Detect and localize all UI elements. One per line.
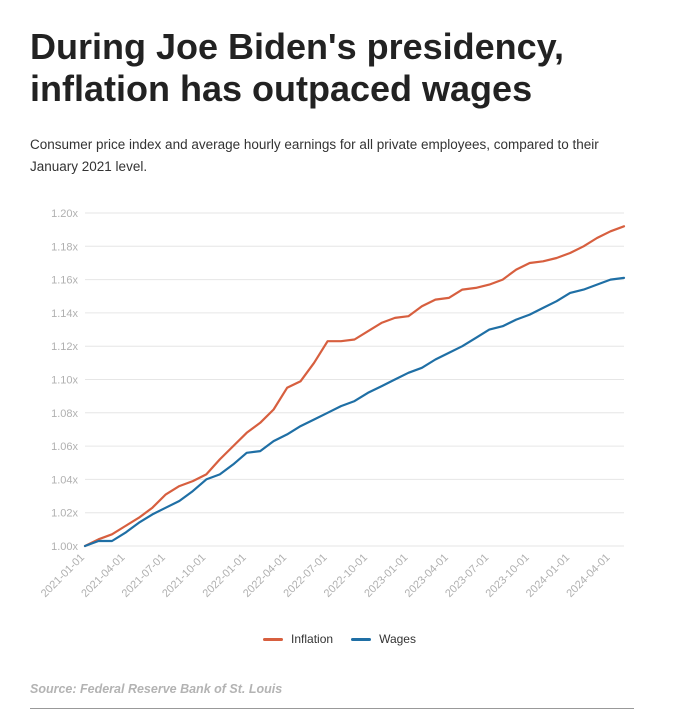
legend-item-wages[interactable]: Wages [351,632,416,646]
y-tick-label: 1.10x [51,375,78,387]
inflation-line [83,225,626,548]
chart-title: During Joe Biden's presidency, inflation… [30,26,565,109]
y-tick-label: 1.14x [51,308,78,320]
y-tick-label: 1.20x [51,208,78,220]
y-tick-label: 1.12x [51,341,78,353]
line-chart: 1.00x 1.02x 1.04x 1.06x 1.08x 1.10x 1.12x 1.14x… [39,208,626,600]
wages-line [83,276,626,548]
y-tick-label: 1.04x [51,474,78,486]
y-tick-label: 1.00x [51,541,78,553]
y-tick-label: 1.06x [51,441,78,453]
chart-subtitle: Consumer price index and average hourly … [30,137,599,174]
y-tick-label: 1.18x [51,241,78,253]
y-tick-label: 1.08x [51,408,78,420]
chart-legend: Inflation Wages [0,632,679,646]
legend-label-wages: Wages [379,632,416,646]
x-tick-label: 2024-04-01 [564,552,612,600]
bottom-divider [30,708,634,709]
legend-label-inflation: Inflation [291,632,334,646]
legend-item-inflation[interactable]: Inflation [263,632,333,646]
legend-swatch-inflation [263,637,284,641]
y-tick-label: 1.16x [51,275,78,287]
source-note: Source: Federal Reserve Bank of St. Loui… [30,682,283,696]
legend-swatch-wages [351,637,372,641]
y-tick-label: 1.02x [51,508,78,520]
